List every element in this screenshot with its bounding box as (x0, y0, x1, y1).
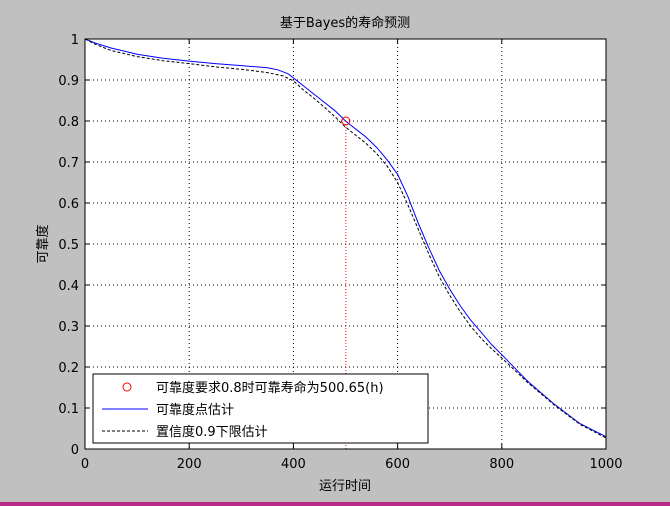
x-tick-label: 0 (81, 457, 89, 472)
y-axis-label: 可靠度 (35, 224, 51, 263)
x-tick-label: 600 (385, 457, 410, 472)
y-tick-label: 0.7 (58, 156, 79, 171)
y-tick-label: 0 (71, 443, 79, 458)
y-tick-label: 0.6 (58, 197, 79, 212)
x-tick-label: 200 (177, 457, 202, 472)
reliable-life-marker (341, 116, 351, 126)
y-tick-label: 1 (71, 33, 79, 48)
x-axis-label: 运行时间 (319, 479, 371, 494)
legend-entry-1: 可靠度点估计 (156, 402, 234, 418)
legend: 可靠度要求0.8时可靠寿命为500.65(h) 可靠度点估计 置信度0.9下限估… (92, 373, 429, 444)
plot-frame (84, 38, 607, 450)
y-tick-label: 0.9 (58, 74, 79, 89)
y-tick-label: 0.8 (58, 115, 79, 130)
chart-title: 基于Bayes的寿命预测 (280, 15, 410, 31)
x-tick-label: 800 (489, 457, 514, 472)
legend-entry-2: 置信度0.9下限估计 (156, 424, 268, 440)
window-bottom-border (0, 502, 670, 506)
y-tick-label: 0.2 (58, 361, 79, 376)
x-tick-label: 400 (281, 457, 306, 472)
x-tick-label: 1000 (589, 457, 622, 472)
series-layer (84, 38, 607, 439)
y-tick-label: 0.1 (58, 402, 79, 417)
legend-box (92, 373, 429, 444)
legend-entry-0: 可靠度要求0.8时可靠寿命为500.65(h) (156, 380, 384, 396)
y-tick-label: 0.4 (58, 279, 79, 294)
axis-ticks (84, 38, 607, 450)
tick-labels: 0 200 400 600 800 1000 0 0.1 0.2 0.3 0.4 0.5 0.6 0.7 0… (58, 33, 622, 472)
y-tick-label: 0.3 (58, 320, 79, 335)
y-tick-label: 0.5 (58, 238, 79, 253)
point-estimate-line (84, 38, 607, 438)
legend-marker-icon (122, 382, 132, 392)
lower-bound-line (84, 38, 607, 439)
